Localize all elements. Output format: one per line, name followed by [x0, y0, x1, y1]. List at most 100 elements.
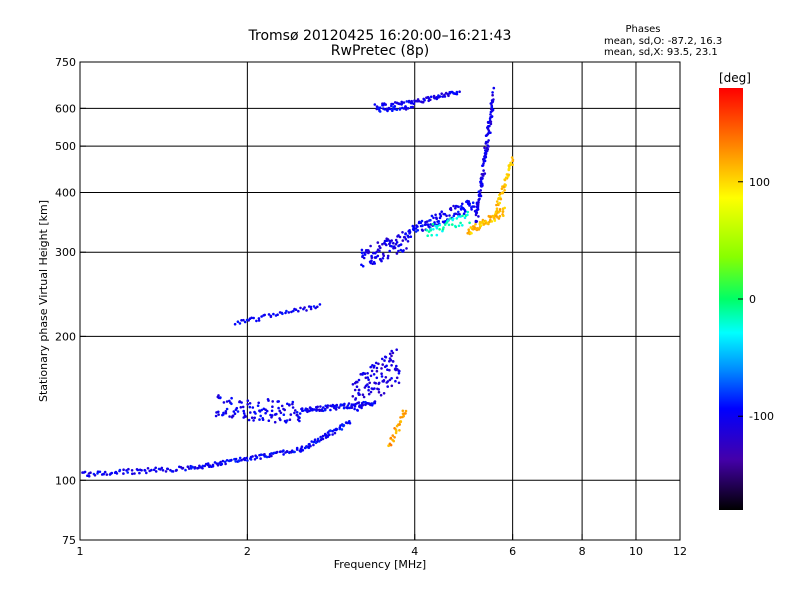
data-point [375, 376, 379, 380]
data-point [366, 383, 369, 386]
data-point [429, 229, 433, 232]
data-point [379, 258, 383, 262]
data-point [367, 388, 370, 392]
data-point [482, 169, 485, 172]
data-point [214, 414, 218, 418]
data-point [395, 348, 399, 352]
data-point [118, 468, 122, 472]
data-point [509, 163, 512, 167]
data-point [342, 406, 346, 410]
data-point [369, 244, 372, 248]
data-point [464, 210, 467, 213]
data-point [130, 469, 134, 472]
data-point [225, 407, 229, 411]
data-point [297, 309, 300, 313]
data-point [398, 235, 402, 239]
data-point [191, 465, 194, 469]
data-point [416, 229, 420, 232]
y-tick-label: 75 [62, 534, 76, 547]
data-point [373, 387, 376, 390]
data-point [378, 110, 382, 113]
data-point [242, 412, 246, 415]
data-point [487, 145, 490, 148]
data-point [335, 428, 339, 431]
phases-mean-x: mean, sd,X: 93.5, 23.1 [604, 47, 718, 58]
data-point [481, 177, 484, 180]
data-point [458, 90, 461, 93]
data-point [372, 373, 376, 376]
data-point [96, 470, 100, 474]
data-point [277, 400, 281, 403]
data-point [373, 401, 377, 405]
data-point [305, 309, 308, 312]
data-point [384, 355, 388, 359]
data-point [282, 413, 286, 417]
data-point [417, 99, 421, 103]
data-point [252, 316, 255, 320]
y-tick-label: 200 [55, 330, 76, 343]
data-point [441, 95, 445, 98]
data-point [259, 453, 263, 457]
data-point [495, 207, 499, 210]
data-point [308, 406, 312, 409]
data-point [390, 239, 394, 242]
data-point [233, 322, 237, 326]
data-point [386, 254, 390, 258]
data-point [83, 470, 87, 474]
data-point [295, 411, 299, 414]
data-point [448, 214, 451, 217]
data-point [398, 423, 401, 426]
data-point [361, 401, 364, 405]
phases-mean-o: mean, sd,O: -87.2, 16.3 [604, 36, 722, 47]
data-point [233, 412, 237, 416]
data-point [470, 232, 473, 235]
data-point [370, 404, 374, 407]
data-point [478, 197, 481, 201]
data-point [429, 95, 433, 99]
data-point [373, 262, 377, 265]
data-point [320, 409, 324, 412]
data-point [462, 212, 466, 215]
data-point [491, 93, 494, 97]
data-point [430, 214, 434, 218]
data-point [443, 93, 446, 97]
data-point [337, 406, 341, 409]
data-point [368, 381, 372, 385]
data-point [492, 98, 495, 101]
data-point [425, 220, 429, 223]
data-point [300, 407, 304, 410]
data-point [293, 450, 296, 454]
data-point [498, 201, 502, 205]
chart-subtitle: RwPretec (8p) [331, 43, 429, 59]
data-point [398, 429, 401, 432]
data-point [504, 183, 507, 187]
data-point [510, 156, 514, 159]
data-point [143, 469, 147, 472]
data-point [110, 471, 114, 475]
data-point [483, 159, 487, 163]
data-point [392, 439, 396, 443]
data-point [383, 359, 386, 362]
x-tick-label: 10 [629, 545, 643, 558]
data-point [280, 404, 284, 408]
data-point [136, 468, 140, 472]
data-point [240, 458, 243, 462]
data-point [321, 437, 325, 441]
data-point [490, 105, 494, 108]
data-point [260, 315, 263, 318]
data-point [311, 407, 314, 411]
chart-title: Tromsø 20120425 16:20:00–16:21:43 [248, 28, 512, 44]
data-point [377, 382, 381, 386]
data-point [250, 416, 254, 420]
data-point [363, 372, 367, 376]
data-point [240, 401, 243, 404]
data-point [395, 241, 399, 244]
data-point [457, 215, 460, 218]
data-point [455, 92, 459, 96]
x-tick-label: 8 [579, 545, 586, 558]
data-point [309, 444, 312, 448]
data-point [319, 405, 322, 408]
data-point [431, 222, 435, 226]
data-point [270, 454, 273, 458]
data-point [429, 98, 432, 102]
